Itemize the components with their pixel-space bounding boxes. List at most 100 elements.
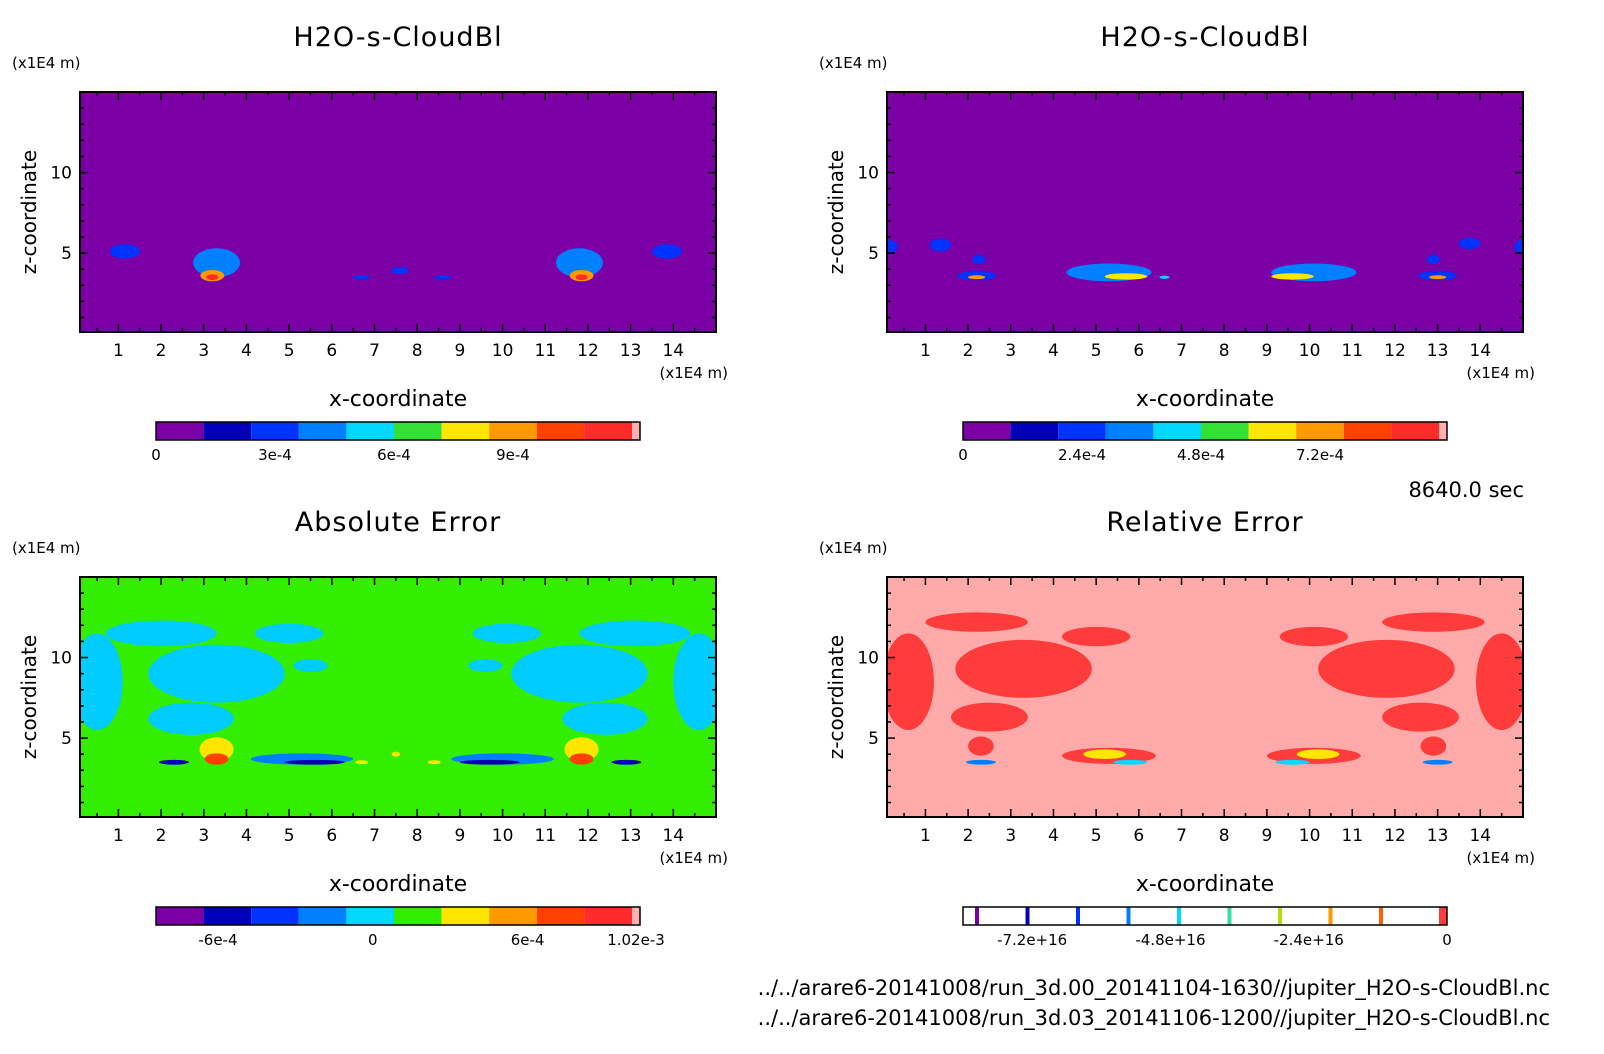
chart-2-xtick-label-8: 9 [454,826,465,846]
chart-3-colorbar-swatch-2 [1058,907,1106,925]
chart-1-title: H2O-s-CloudBl [1100,22,1309,53]
chart-3-contour-0 [887,633,934,731]
chart-0-colorbar-swatch-4 [346,422,394,440]
chart-0-colorbar-swatch-9 [584,422,632,440]
chart-2-xtick-label-12: 13 [620,826,642,846]
chart-1-xtick-label-1: 2 [963,341,974,361]
chart-1-xtick-label-7: 8 [1219,341,1230,361]
chart-2-contour-7 [204,753,229,765]
chart-1-contour-2 [972,254,986,265]
chart-0-xtick-label-0: 1 [113,341,124,361]
chart-2-plot-area [80,577,716,817]
chart-3-colorbar-swatch-5 [1201,907,1249,925]
chart-3-contour-14 [1422,759,1453,765]
chart-3-ytick-label-0: 5 [868,729,879,749]
chart-1-xtick-label-13: 14 [1469,341,1491,361]
chart-3-colorbar-line-8 [1379,907,1383,925]
chart-0-ylabel: z-coordinate [17,150,41,274]
chart-2-contour-8 [158,759,189,765]
chart-0-y-unit: (x1E4 m) [12,54,81,72]
chart-0-xtick-label-6: 7 [369,341,380,361]
chart-3-contour-8 [1083,749,1127,760]
chart-3-contour-19 [1476,633,1523,731]
chart-1-colorbar-swatch-10 [1439,422,1447,440]
chart-1-contours [887,237,1523,282]
chart-3-colorbar-swatch-7 [1296,907,1344,925]
chart-0-contour-6 [434,275,452,280]
chart-2-ytick-label-1: 10 [50,649,72,669]
chart-3-colorbar-swatch-0 [963,907,1011,925]
chart-1-contour-1 [929,238,952,252]
chart-1-colorbar-swatch-1 [1010,422,1059,440]
chart-1-xtick-label-9: 10 [1299,341,1321,361]
chart-1-colorbar-frame [962,421,1448,441]
chart-1-contour-10 [1426,254,1440,265]
chart-0-ytick-label-0: 5 [61,244,72,264]
chart-3-contour-4 [951,702,1028,732]
chart-0-frame [79,91,717,333]
chart-0-colorbar-tick-1: 3e-4 [258,446,292,464]
chart-2-xtick-label-13: 14 [662,826,684,846]
chart-3-colorbar-line-6 [1278,907,1282,925]
chart-1-xtick-label-5: 6 [1133,341,1144,361]
chart-0-colorbar-swatch-6 [441,422,490,440]
chart-0-colorbar-tick-3: 9e-4 [496,446,530,464]
chart-2-xtick-label-2: 3 [198,826,209,846]
chart-3-contour-9 [1113,759,1148,765]
chart-1-colorbar-tick-1: 2.4e-4 [1058,446,1106,464]
chart-1-xtick-label-2: 3 [1005,341,1016,361]
chart-1-contour-6 [1104,273,1148,280]
chart-0-contour-9 [575,274,588,281]
chart-1-colorbar-tick-3: 7.2e-4 [1296,446,1344,464]
chart-0-xtick-label-4: 5 [284,341,295,361]
chart-1-colorbar-swatch-7 [1296,422,1344,440]
chart-0-contour-5 [353,275,371,280]
chart-0-xtick-label-12: 13 [620,341,642,361]
chart-3-colorbar-tick-1: -4.8e+16 [1135,931,1205,949]
chart-2-contour-12 [391,751,401,757]
chart-1-colorbar-swatch-5 [1201,422,1249,440]
file-path-2: ../../arare6-20141008/run_3d.03_20141106… [757,1006,1550,1030]
chart-3-contours [887,612,1523,765]
chart-2-contour-19 [562,702,648,735]
chart-2-contour-18 [611,759,642,765]
chart-1-xtick-label-6: 7 [1176,341,1187,361]
chart-2-contour-13 [427,760,441,765]
chart-2-colorbar-tick-2: 6e-4 [511,931,545,949]
chart-0-colorbar-swatch-0 [156,422,204,440]
chart-3-contour-12 [1275,759,1310,765]
chart-3-colorbar-frame [962,906,1448,926]
chart-3-xtick-label-12: 13 [1427,826,1449,846]
chart-2-xtick-label-5: 6 [326,826,337,846]
chart-3-colorbar-line-4 [1177,907,1181,925]
chart-3-xlabel: x-coordinate [1136,872,1274,897]
file-path-1: ../../arare6-20141008/run_3d.00_20141104… [757,976,1550,1000]
chart-0-contour-4 [391,267,409,275]
chart-3-frame [886,576,1524,818]
chart-0-xtick-label-2: 3 [198,341,209,361]
chart-2-contour-20 [511,644,648,703]
chart-2-x-unit: (x1E4 m) [659,849,728,867]
chart-2-colorbar-swatch-3 [298,907,347,925]
chart-3-x-unit: (x1E4 m) [1466,849,1535,867]
chart-3-contour-16 [1318,639,1455,698]
chart-2-colorbar-swatch-2 [251,907,299,925]
chart-2-colorbar-swatch-10 [632,907,640,925]
chart-1-xtick-label-11: 12 [1384,341,1406,361]
chart-0-xtick-label-9: 10 [492,341,514,361]
chart-3-colorbar-line-1 [1025,907,1030,925]
chart-3-ytick-label-1: 10 [857,649,879,669]
chart-3-xtick-label-3: 4 [1048,826,1059,846]
chart-2-contour-22 [468,659,503,673]
chart-2-colorbar-tick-0: -6e-4 [198,931,237,949]
chart-3-colorbar-swatch-8 [1343,907,1392,925]
chart-1-ylabel: z-coordinate [824,150,848,274]
chart-0-xtick-label-1: 2 [156,341,167,361]
chart-0-contour-10 [651,244,682,259]
chart-2-xtick-label-0: 1 [113,826,124,846]
chart-3-colorbar-line-2 [1076,907,1080,925]
chart-1-xtick-label-3: 4 [1048,341,1059,361]
chart-1-xlabel: x-coordinate [1136,387,1274,412]
chart-1-colorbar-tick-2: 4.8e-4 [1177,446,1225,464]
